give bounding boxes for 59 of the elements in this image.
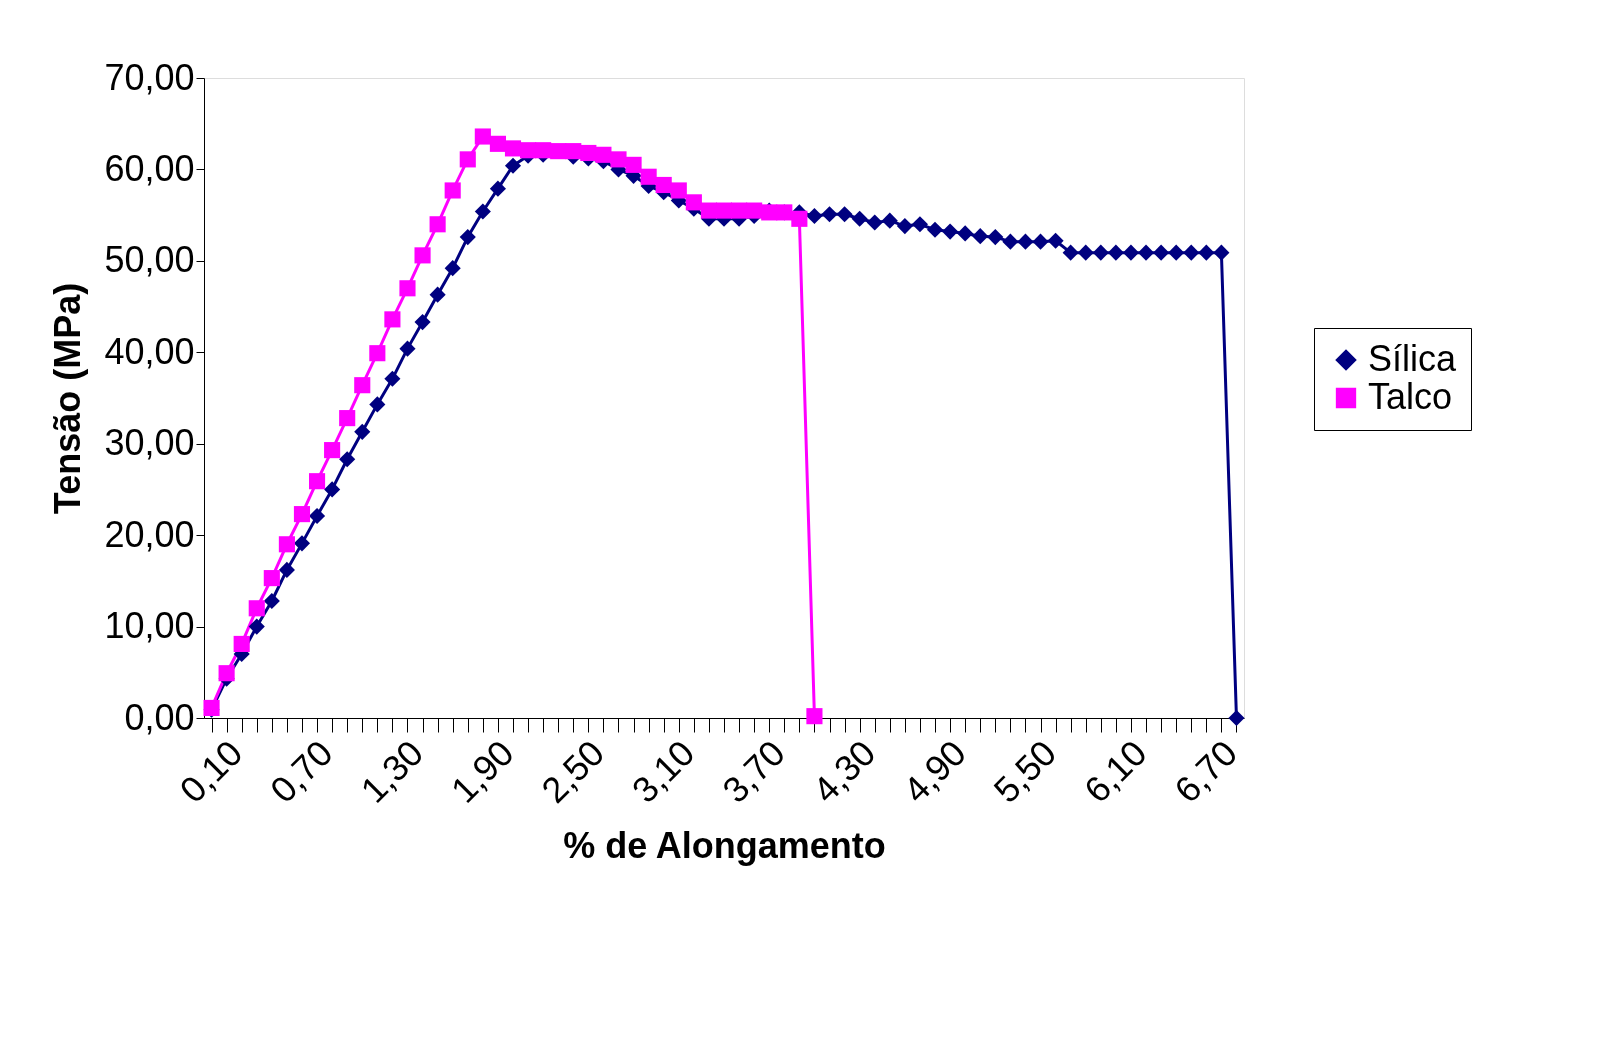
point: [414, 247, 431, 264]
point: [580, 144, 597, 162]
point: [384, 311, 401, 328]
point: [700, 202, 717, 219]
point: [233, 635, 250, 653]
x-tick-label: 0,70: [262, 732, 341, 811]
x-tick-label: 4,30: [804, 732, 884, 811]
x-tick-label: 4,90: [895, 732, 974, 811]
x-tick-label: 1,90: [443, 732, 522, 811]
y-tick-label: 70,00: [104, 56, 195, 98]
point: [293, 506, 311, 523]
point: [489, 135, 506, 152]
point: [715, 202, 733, 219]
point: [278, 536, 295, 553]
y-tick-label: 10,00: [104, 605, 195, 647]
x-tick-label: 6,70: [1166, 732, 1246, 811]
legend-label: Sílica: [1368, 338, 1458, 379]
point: [504, 140, 522, 157]
point: [339, 410, 356, 427]
x-tick-label: 3,70: [714, 732, 793, 811]
point: [308, 473, 326, 490]
point: [248, 600, 265, 617]
point: [520, 142, 537, 159]
x-axis-title: % de Alongamento: [563, 825, 886, 866]
x-tick-label: 3,10: [623, 732, 703, 811]
y-axis-title: Tensão (MPa): [47, 282, 89, 515]
point: [595, 146, 612, 163]
point: [655, 176, 672, 194]
y-tick-label: 20,00: [104, 513, 195, 555]
legend-label: Talco: [1368, 376, 1453, 417]
point: [565, 143, 582, 160]
y-tick-label: 30,00: [104, 422, 195, 464]
point: [670, 182, 687, 199]
point: [444, 182, 461, 199]
point: [263, 570, 280, 587]
point: [474, 128, 491, 145]
point: [218, 665, 235, 682]
point: [640, 168, 657, 185]
point: [550, 143, 567, 160]
y-tick-label: 60,00: [104, 147, 195, 189]
point: [324, 442, 341, 459]
y-tick-label: 40,00: [104, 330, 195, 372]
x-tick-label: 5,50: [985, 732, 1065, 811]
x-tick-label: 1,30: [352, 732, 432, 811]
point: [369, 345, 386, 362]
point: [610, 151, 627, 168]
point: [459, 151, 476, 168]
point: [354, 377, 371, 394]
point: [429, 216, 446, 233]
point: [791, 210, 808, 227]
point: [625, 156, 642, 173]
point: [685, 194, 702, 211]
point: [535, 142, 552, 159]
point: [806, 708, 823, 725]
point: [731, 202, 748, 219]
y-tick-label: 50,00: [104, 239, 195, 281]
point: [399, 280, 416, 297]
point: [746, 202, 763, 219]
x-tick-label: 6,10: [1076, 732, 1155, 811]
